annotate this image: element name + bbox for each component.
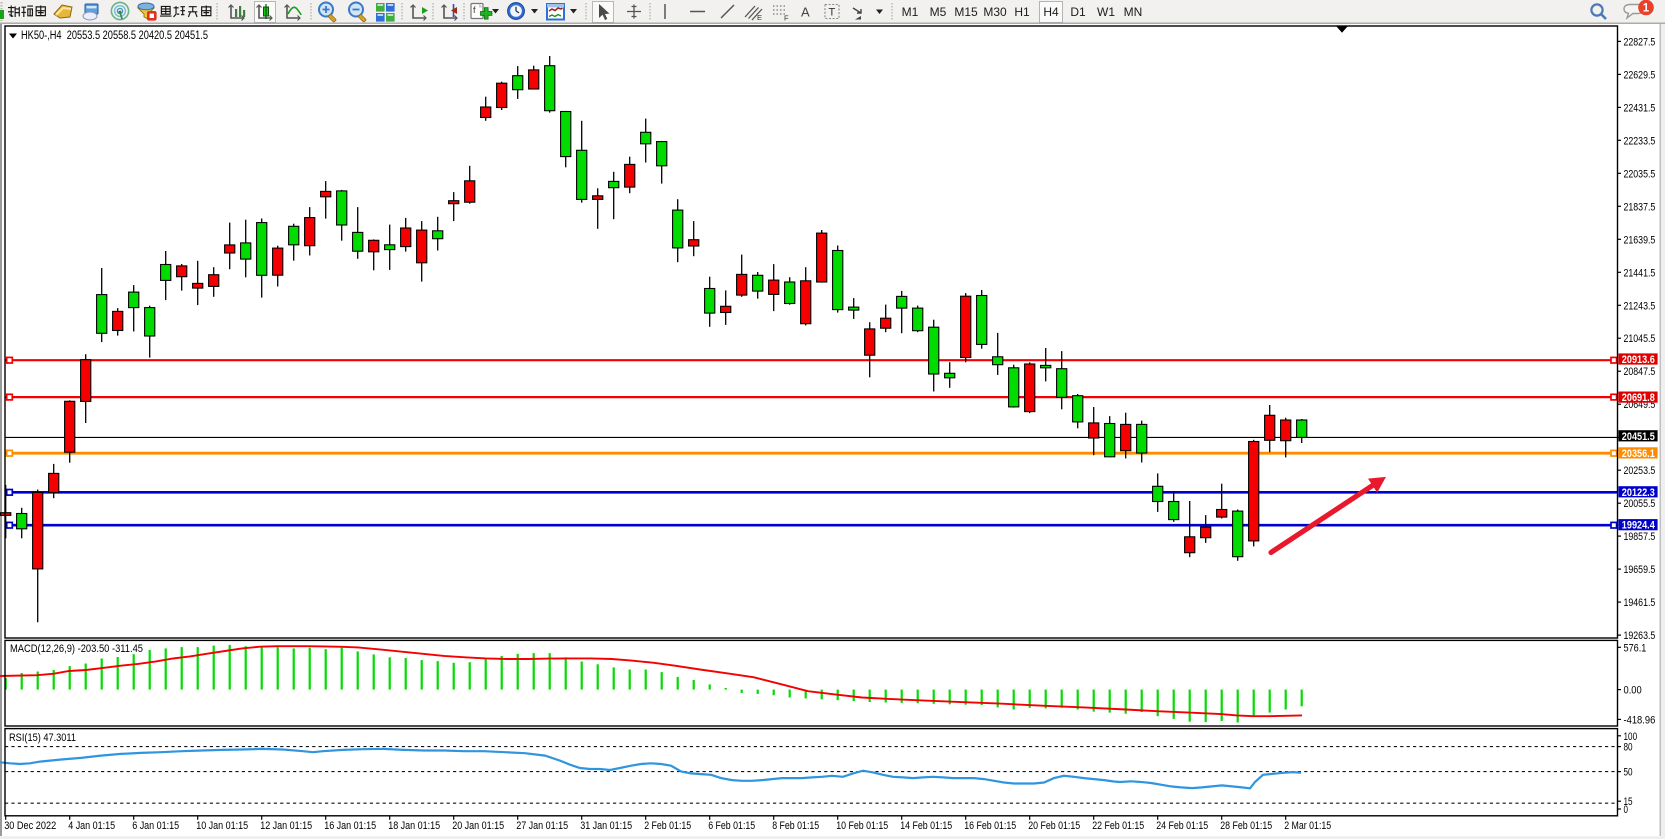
- svg-text:f: f: [473, 5, 476, 15]
- svg-text:E: E: [757, 13, 762, 22]
- svg-text:24 Feb 01:15: 24 Feb 01:15: [1156, 820, 1208, 832]
- svg-text:MACD(12,26,9) -203.50 -311.45: MACD(12,26,9) -203.50 -311.45: [10, 643, 143, 655]
- svg-text:22233.5: 22233.5: [1624, 135, 1656, 147]
- svg-text:20055.5: 20055.5: [1624, 498, 1656, 510]
- svg-text:RSI(15) 47.3011: RSI(15) 47.3011: [9, 732, 76, 744]
- svg-text:16 Jan 01:15: 16 Jan 01:15: [324, 820, 376, 832]
- svg-text:A: A: [801, 5, 810, 20]
- svg-text:21639.5: 21639.5: [1624, 234, 1656, 246]
- svg-text:20 Feb 01:15: 20 Feb 01:15: [1028, 820, 1080, 832]
- svg-text:19461.5: 19461.5: [1624, 597, 1656, 609]
- svg-text:20 Jan 01:15: 20 Jan 01:15: [452, 820, 504, 832]
- svg-text:27 Jan 01:15: 27 Jan 01:15: [516, 820, 568, 832]
- svg-text:20847.5: 20847.5: [1624, 366, 1656, 378]
- svg-text:22431.5: 22431.5: [1624, 102, 1656, 114]
- svg-text:20356.1: 20356.1: [1622, 448, 1655, 460]
- svg-text:100: 100: [1624, 731, 1638, 743]
- svg-text:20913.6: 20913.6: [1622, 354, 1655, 366]
- svg-text:M15: M15: [954, 5, 978, 19]
- svg-text:F: F: [784, 14, 789, 23]
- svg-text:576.1: 576.1: [1624, 642, 1647, 654]
- svg-text:H4: H4: [1043, 5, 1059, 19]
- svg-text:21837.5: 21837.5: [1624, 201, 1656, 213]
- svg-text:21441.5: 21441.5: [1624, 267, 1656, 279]
- svg-text:HK50-,H4 20553.5 20558.5 2042: HK50-,H4 20553.5 20558.5 20420.5 20451.5: [21, 30, 208, 42]
- svg-text:T: T: [829, 7, 836, 19]
- svg-text:MN: MN: [1124, 5, 1143, 19]
- svg-text:50: 50: [1624, 767, 1633, 779]
- svg-text:8 Feb 01:15: 8 Feb 01:15: [772, 820, 819, 832]
- svg-text:20253.5: 20253.5: [1624, 465, 1656, 477]
- svg-text:6 Jan 01:15: 6 Jan 01:15: [132, 820, 179, 832]
- svg-text:30 Dec 2022: 30 Dec 2022: [4, 820, 56, 832]
- svg-text:80: 80: [1624, 742, 1633, 754]
- svg-text:20451.5: 20451.5: [1622, 431, 1655, 443]
- svg-text:6 Feb 01:15: 6 Feb 01:15: [708, 820, 755, 832]
- svg-text:W1: W1: [1097, 5, 1115, 19]
- svg-text:19263.5: 19263.5: [1624, 630, 1656, 642]
- svg-text:M30: M30: [983, 5, 1007, 19]
- svg-text:0.00: 0.00: [1624, 685, 1642, 697]
- svg-text:D1: D1: [1070, 5, 1086, 19]
- svg-text:28 Feb 01:15: 28 Feb 01:15: [1220, 820, 1272, 832]
- svg-text:22827.5: 22827.5: [1624, 36, 1656, 48]
- svg-text:10 Jan 01:15: 10 Jan 01:15: [196, 820, 248, 832]
- svg-text:18 Jan 01:15: 18 Jan 01:15: [388, 820, 440, 832]
- svg-text:19857.5: 19857.5: [1624, 531, 1656, 543]
- svg-text:0: 0: [1624, 804, 1629, 816]
- svg-text:2 Mar 01:15: 2 Mar 01:15: [1284, 820, 1331, 832]
- svg-text:2 Feb 01:15: 2 Feb 01:15: [644, 820, 691, 832]
- svg-text:20691.8: 20691.8: [1622, 392, 1655, 404]
- svg-text:H1: H1: [1014, 5, 1030, 19]
- svg-text:21243.5: 21243.5: [1624, 300, 1656, 312]
- svg-text:19659.5: 19659.5: [1624, 564, 1656, 576]
- svg-text:M1: M1: [902, 5, 919, 19]
- svg-text:19924.4: 19924.4: [1622, 520, 1656, 532]
- svg-text:M5: M5: [930, 5, 947, 19]
- svg-text:22 Feb 01:15: 22 Feb 01:15: [1092, 820, 1144, 832]
- svg-text:16 Feb 01:15: 16 Feb 01:15: [964, 820, 1016, 832]
- svg-text:1: 1: [1643, 3, 1650, 15]
- svg-text:22035.5: 22035.5: [1624, 168, 1656, 180]
- svg-text:10 Feb 01:15: 10 Feb 01:15: [836, 820, 888, 832]
- svg-text:12 Jan 01:15: 12 Jan 01:15: [260, 820, 312, 832]
- svg-text:4 Jan 01:15: 4 Jan 01:15: [68, 820, 115, 832]
- svg-text:22629.5: 22629.5: [1624, 69, 1656, 81]
- svg-text:20122.3: 20122.3: [1622, 487, 1655, 499]
- svg-text:31 Jan 01:15: 31 Jan 01:15: [580, 820, 632, 832]
- svg-text:15: 15: [1624, 796, 1633, 808]
- svg-text:14 Feb 01:15: 14 Feb 01:15: [900, 820, 952, 832]
- svg-text:-418.96: -418.96: [1624, 714, 1656, 726]
- svg-text:21045.5: 21045.5: [1624, 333, 1656, 345]
